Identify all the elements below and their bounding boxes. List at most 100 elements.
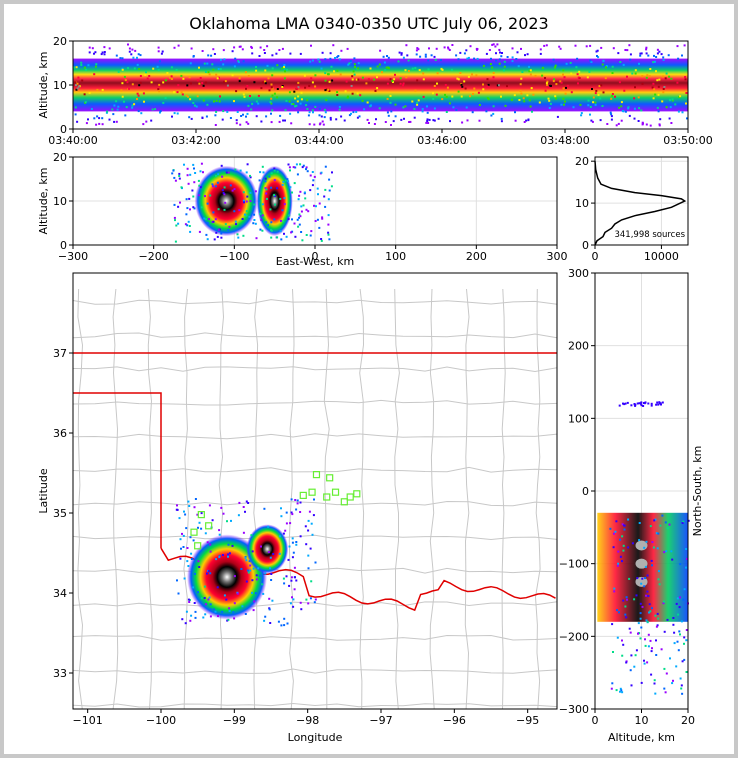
- source-pixel: [596, 55, 598, 57]
- source-pixel: [619, 538, 622, 541]
- source-pixel: [283, 624, 286, 627]
- source-pixel: [333, 70, 335, 73]
- source-pixel: [237, 61, 240, 64]
- source-pixel: [193, 167, 195, 170]
- source-pixel: [201, 50, 204, 52]
- source-pixel: [325, 99, 328, 102]
- source-pixel: [282, 119, 285, 122]
- lat-tick-label: 36: [53, 427, 67, 440]
- source-pixel: [622, 402, 624, 405]
- source-pixel: [310, 77, 313, 80]
- source-pixel: [402, 56, 405, 59]
- source-pixel: [685, 639, 688, 642]
- source-pixel: [665, 672, 668, 675]
- source-pixel: [157, 88, 160, 91]
- source-pixel: [634, 86, 636, 89]
- source-pixel: [247, 502, 250, 504]
- source-pixel: [96, 115, 99, 118]
- source-pixel: [248, 215, 251, 218]
- source-pixel: [681, 660, 684, 663]
- source-pixel: [506, 56, 509, 58]
- source-pixel: [324, 205, 327, 208]
- source-pixel: [541, 74, 544, 77]
- source-pixel: [644, 644, 647, 647]
- source-pixel: [352, 70, 355, 73]
- county-line: [218, 288, 225, 709]
- source-pixel: [209, 194, 212, 197]
- source-pixel: [233, 65, 236, 68]
- source-pixel: [204, 613, 207, 616]
- source-pixel: [307, 567, 310, 570]
- source-pixel: [394, 73, 396, 76]
- source-pixel: [416, 47, 419, 50]
- source-pixel: [181, 532, 183, 535]
- source-pixel: [123, 75, 126, 78]
- source-pixel: [677, 613, 680, 616]
- source-pixel: [76, 87, 79, 90]
- source-pixel: [556, 115, 559, 118]
- source-pixel: [289, 522, 292, 525]
- source-pixel: [121, 67, 124, 70]
- source-pixel: [370, 104, 372, 107]
- source-pixel: [235, 122, 238, 125]
- source-pixel: [636, 402, 639, 405]
- source-pixel: [183, 577, 186, 580]
- source-pixel: [247, 571, 250, 574]
- source-pixel: [350, 112, 352, 115]
- source-pixel: [413, 116, 416, 119]
- source-pixel: [311, 109, 314, 112]
- source-pixel: [621, 560, 623, 563]
- source-pixel: [111, 108, 114, 111]
- source-pixel: [280, 507, 282, 510]
- source-pixel: [594, 103, 597, 106]
- county-line: [112, 288, 119, 709]
- source-pixel: [605, 66, 607, 69]
- source-pixel: [180, 186, 183, 189]
- source-pixel: [170, 75, 173, 78]
- source-pixel: [640, 404, 643, 407]
- source-pixel: [433, 55, 436, 58]
- source-pixel: [621, 109, 624, 112]
- source-count-annotation: 341,998 sources: [614, 230, 685, 240]
- source-pixel: [643, 585, 646, 588]
- source-pixel: [157, 69, 160, 72]
- source-pixel: [340, 49, 343, 52]
- source-pixel: [325, 88, 328, 91]
- source-pixel: [158, 83, 161, 86]
- source-pixel: [188, 116, 191, 119]
- source-pixel: [284, 119, 286, 122]
- source-pixel: [173, 176, 176, 179]
- source-pixel: [171, 172, 174, 175]
- source-pixel: [270, 229, 273, 232]
- source-pixel: [675, 602, 678, 605]
- lon-tick-label: −99: [223, 714, 246, 727]
- source-pixel: [629, 53, 632, 56]
- source-pixel: [434, 59, 437, 61]
- source-pixel: [639, 617, 642, 620]
- source-pixel: [452, 106, 455, 109]
- source-pixel: [186, 167, 189, 170]
- source-pixel: [656, 624, 659, 627]
- source-pixel: [473, 87, 476, 90]
- source-pixel: [264, 80, 266, 83]
- source-pixel: [681, 54, 683, 57]
- source-pixel: [216, 77, 219, 80]
- source-pixel: [621, 535, 624, 538]
- source-pixel: [649, 124, 652, 127]
- source-pixel: [127, 43, 129, 46]
- source-pixel: [640, 109, 643, 112]
- source-pixel: [687, 519, 690, 522]
- source-pixel: [611, 93, 614, 95]
- source-pixel: [223, 80, 226, 83]
- source-pixel: [223, 594, 226, 597]
- source-pixel: [221, 118, 224, 121]
- source-pixel: [136, 63, 139, 66]
- source-pixel: [657, 93, 660, 96]
- source-pixel: [461, 121, 464, 124]
- source-pixel: [263, 619, 266, 622]
- source-pixel: [624, 613, 627, 616]
- source-pixel: [302, 204, 305, 207]
- source-pixel: [520, 77, 523, 80]
- source-pixel: [618, 404, 621, 407]
- source-pixel: [244, 71, 247, 74]
